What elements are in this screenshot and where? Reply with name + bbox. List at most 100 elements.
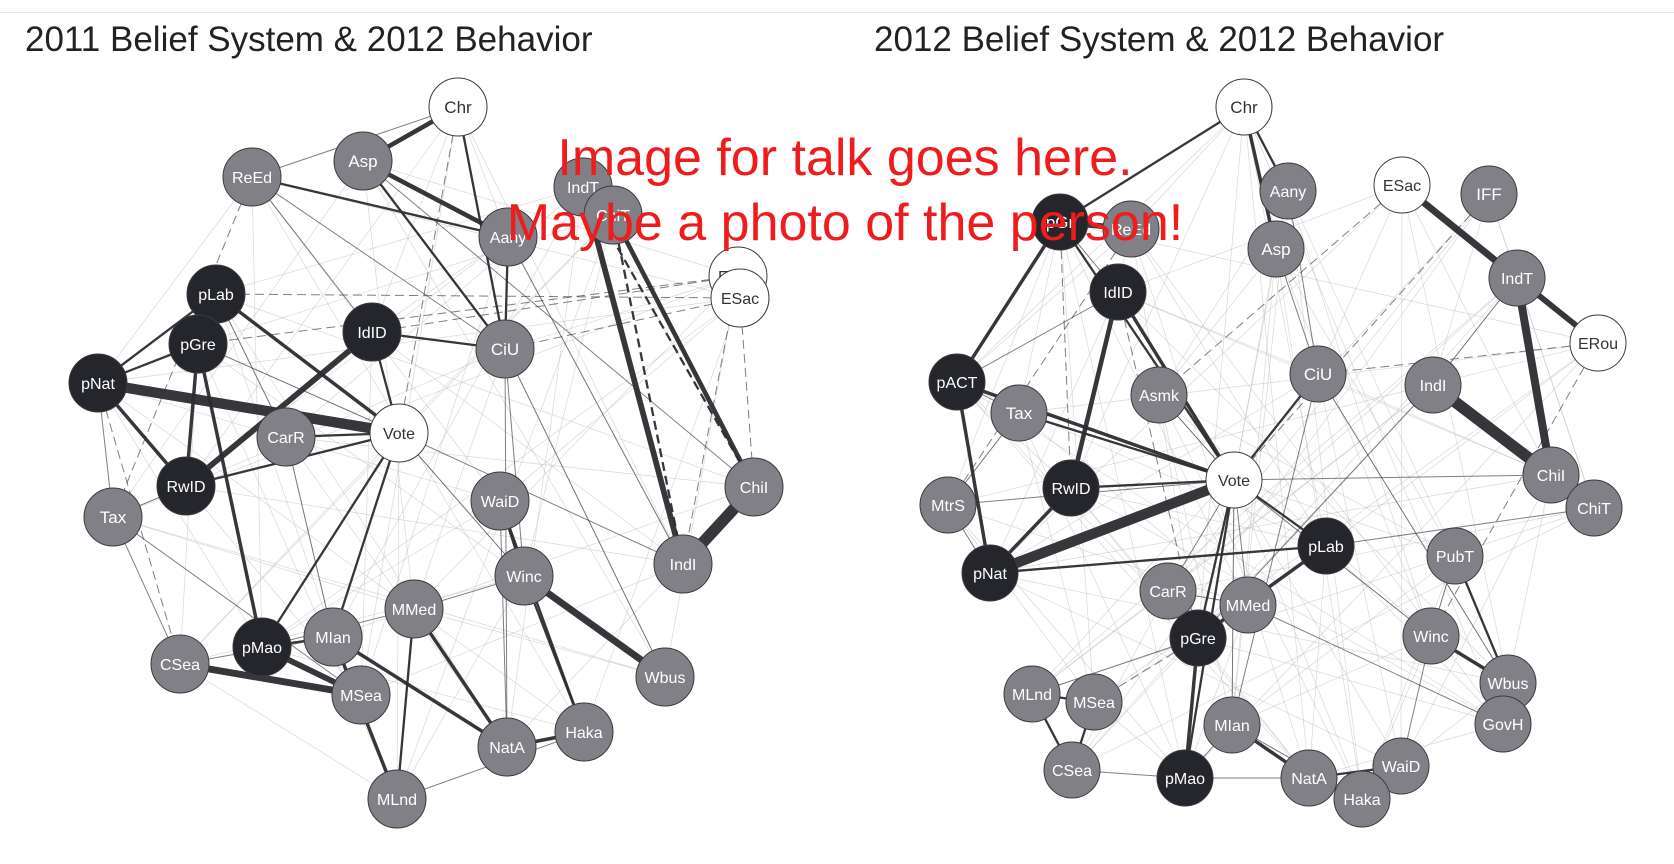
node-label: IdID [357,325,386,342]
background-edge [1507,474,1552,684]
node-circle [1215,78,1273,136]
background-edge [332,186,584,638]
background-edge [956,228,1132,383]
node-RwID: RwID [156,456,216,516]
node-circle [1373,156,1431,214]
node-circle [1289,345,1347,403]
background-edge [1317,373,1552,476]
background-edge [1400,474,1552,767]
node-label: CarR [1149,584,1186,601]
edge-IFF-Vote [1233,193,1490,481]
node-label: pNat [81,376,115,393]
edge-Aany-IndI [507,236,684,565]
background-edge [1401,184,1509,684]
background-edge [1231,190,1289,726]
background-edge [1158,394,1233,726]
node-IndI: IndI [653,534,713,594]
node-circle [1522,446,1580,504]
background-edge [97,176,253,384]
edge-WaiD-NatA [499,500,508,748]
node-circle [961,544,1019,602]
node-circle [1474,695,1532,753]
node-label: RwID [1051,481,1090,498]
node-label: pNat [973,566,1007,583]
background-edge [1158,394,1456,557]
node-MSea: MSea [1065,673,1123,731]
left-panel-title: 2011 Belief System & 2012 Behavior [25,20,593,59]
node-WaiD: WaiD [470,471,530,531]
node-GovH: GovH [1474,695,1532,753]
background-edge [215,293,508,748]
node-label: Winc [1413,629,1449,646]
node-label: MLnd [1012,687,1052,704]
node-label: Wbus [645,670,686,687]
node-pNat: pNat [68,353,128,413]
edge-ESac-ChiI [739,297,755,488]
node-ERou: ERou [1569,314,1627,372]
edge-pGre-MLnd [1031,637,1199,695]
node-circle [635,647,695,707]
edge-ESac-Asmk [1158,184,1403,396]
background-edge [1070,487,1504,725]
background-edge [1287,190,1456,557]
edge-CiU-Winc [504,348,525,577]
node-Asmk: Asmk [1130,366,1188,424]
edge-Asp-ChiI [362,160,755,488]
node-label: IndI [1420,378,1447,395]
node-label: MSea [340,688,382,705]
node-label: Asp [348,152,377,171]
node-circle [1205,451,1263,509]
edge-Vote-pMao [261,432,400,648]
node-pGr: pGr [1031,193,1089,251]
node-IdID: IdID [1089,263,1147,321]
node-CiU: CiU [1289,345,1347,403]
node-circle [475,319,535,379]
node-circle [1333,770,1391,828]
background-edge [285,186,584,438]
background-edge [197,214,614,345]
background-edge [989,373,1319,574]
node-label: ESac [1383,178,1421,195]
node-label: ReEd [1111,222,1151,239]
node-pNat: pNat [961,544,1019,602]
node-IndT: IndT [1488,249,1546,307]
node-NatA: NatA [1280,749,1338,807]
node-IFF: IFF [1460,165,1518,223]
node-pMao: pMao [232,617,292,677]
node-ESac: ESac [710,268,770,328]
edge-pGr2-RwID [1059,221,1072,489]
background-edge [185,106,459,487]
node-WaiD: WaiD [1372,737,1430,795]
node-Tax: Tax [990,384,1048,442]
node-circle [1042,459,1100,517]
edge-ChiT-IndI [611,214,685,565]
edge-Aany-CiU [1287,190,1319,375]
node-circle [1280,749,1338,807]
edge-pGre-pMao [196,343,264,648]
node-circle [1372,737,1430,795]
edge-ESac-pLab [215,293,741,299]
edge-ChiT-ChiI [610,213,757,489]
background-edge [1400,184,1403,767]
background-edge [1158,248,1277,396]
background-edge [1117,291,1319,375]
node-MMed: MMed [1219,576,1277,634]
node-label: Vote [383,426,415,443]
node-circle [1488,249,1546,307]
background-edge [362,160,415,610]
edge-Chr-Vote [398,106,459,434]
node-label: ChiT [596,208,630,225]
node-circle [478,207,538,267]
node-circle [256,407,316,467]
node-circle [156,456,216,516]
background-edge [1432,193,1490,386]
node-circle [168,314,228,374]
node-label: CarR [267,430,304,447]
node-label: RwID [166,479,205,496]
right-panel-title: 2012 Belief System & 2012 Behavior [874,20,1445,59]
node-circle [1156,749,1214,807]
background-edge [506,186,584,748]
edge-Vote-Winc [398,432,525,577]
node-label: IndI [670,557,697,574]
background-edge [1275,248,1432,637]
